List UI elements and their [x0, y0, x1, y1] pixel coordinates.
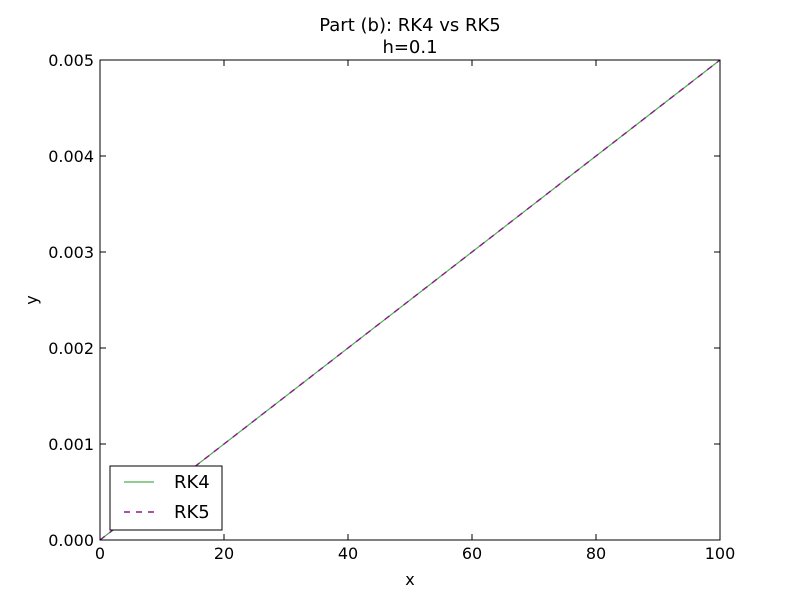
x-tick-label: 0 [95, 544, 105, 563]
chart-title: Part (b): RK4 vs RK5 [319, 15, 501, 36]
x-tick-label: 40 [338, 544, 358, 563]
y-tick-label: 0.003 [48, 243, 94, 262]
x-tick-label: 20 [214, 544, 234, 563]
x-axis-ticks: 0 20 40 60 80 100 [95, 60, 735, 563]
legend-box [109, 465, 223, 531]
series-line-rk5 [99, 59, 721, 541]
legend-label-rk5: RK5 [174, 502, 210, 523]
y-tick-label: 0.002 [48, 339, 94, 358]
x-tick-label: 80 [586, 544, 606, 563]
legend: RK4 RK5 [109, 465, 223, 531]
y-tick-label: 0.004 [48, 147, 94, 166]
y-axis-label: y [22, 295, 41, 304]
y-axis-ticks: 0.000 0.001 0.002 0.003 0.004 0.005 [48, 51, 720, 550]
y-tick-label: 0.000 [48, 531, 94, 550]
x-tick-label: 60 [462, 544, 482, 563]
chart-subtitle: h=0.1 [382, 37, 437, 58]
x-tick-label: 100 [705, 544, 736, 563]
y-tick-label: 0.001 [48, 435, 94, 454]
legend-label-rk4: RK4 [174, 472, 210, 493]
series-layer [99, 59, 721, 541]
x-axis-label: x [405, 570, 414, 589]
plot-frame [99, 59, 721, 541]
y-tick-label: 0.005 [48, 51, 94, 70]
